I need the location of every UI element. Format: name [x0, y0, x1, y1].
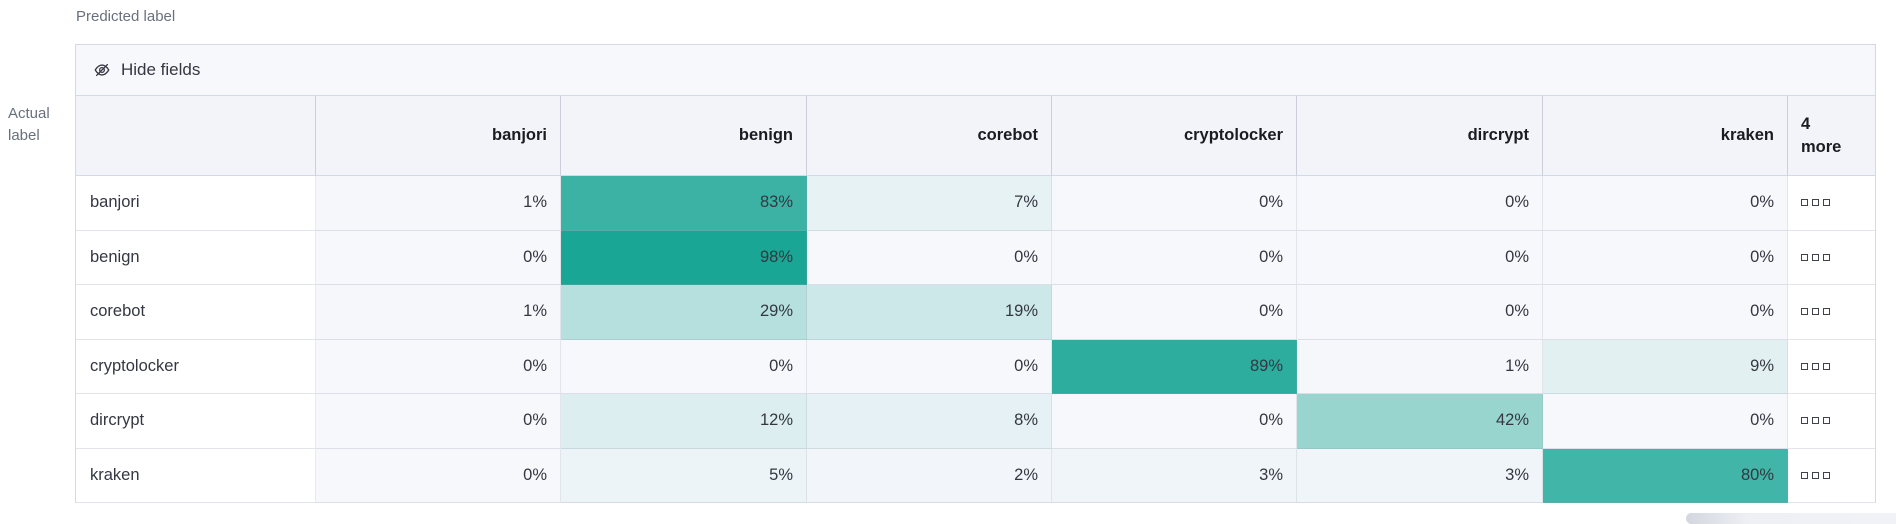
matrix-cell-benign-dircrypt[interactable]: 0% [1297, 230, 1543, 285]
row-actions-cryptolocker[interactable] [1788, 339, 1875, 394]
matrix-cell-banjori-kraken[interactable]: 0% [1543, 176, 1788, 231]
matrix-cell-cryptolocker-corebot[interactable]: 0% [807, 339, 1052, 394]
boxes-horizontal-icon [1812, 471, 1819, 479]
matrix-cell-corebot-cryptolocker[interactable]: 0% [1052, 285, 1297, 340]
row-label-corebot[interactable]: corebot [76, 285, 316, 340]
boxes-horizontal-icon [1801, 199, 1808, 207]
matrix-cell-kraken-kraken[interactable]: 80% [1543, 448, 1788, 503]
confusion-matrix-grid: banjori benign corebot cryptolocker dircrypt… [76, 96, 1875, 503]
matrix-cell-banjori-cryptolocker[interactable]: 0% [1052, 176, 1297, 231]
matrix-cell-kraken-benign[interactable]: 5% [561, 448, 807, 503]
row-actions-corebot[interactable] [1788, 285, 1875, 340]
row-label-kraken[interactable]: kraken [76, 448, 316, 503]
matrix-cell-cryptolocker-dircrypt[interactable]: 1% [1297, 339, 1543, 394]
matrix-cell-dircrypt-banjori[interactable]: 0% [316, 394, 561, 449]
hide-fields-label: Hide fields [121, 60, 201, 79]
matrix-cell-kraken-dircrypt[interactable]: 3% [1297, 448, 1543, 503]
matrix-cell-corebot-dircrypt[interactable]: 0% [1297, 285, 1543, 340]
matrix-cell-cryptolocker-kraken[interactable]: 9% [1543, 339, 1788, 394]
data-grid-toolbar: Hide fields [76, 45, 1875, 96]
boxes-horizontal-icon [1823, 417, 1830, 425]
boxes-horizontal-icon [1812, 417, 1819, 425]
boxes-horizontal-icon [1801, 417, 1808, 425]
boxes-horizontal-icon [1823, 362, 1830, 370]
column-header-corebot[interactable]: corebot [807, 96, 1052, 176]
column-header-banjori[interactable]: banjori [316, 96, 561, 176]
row-actions-banjori[interactable] [1788, 176, 1875, 231]
matrix-cell-dircrypt-benign[interactable]: 12% [561, 394, 807, 449]
row-label-dircrypt[interactable]: dircrypt [76, 394, 316, 449]
boxes-horizontal-icon [1812, 362, 1819, 370]
matrix-cell-cryptolocker-benign[interactable]: 0% [561, 339, 807, 394]
row-label-cryptolocker[interactable]: cryptolocker [76, 339, 316, 394]
matrix-cell-dircrypt-corebot[interactable]: 8% [807, 394, 1052, 449]
row-actions-dircrypt[interactable] [1788, 394, 1875, 449]
predicted-label: Predicted label [76, 8, 176, 25]
matrix-cell-corebot-kraken[interactable]: 0% [1543, 285, 1788, 340]
boxes-horizontal-icon [1823, 471, 1830, 479]
matrix-cell-dircrypt-dircrypt[interactable]: 42% [1297, 394, 1543, 449]
column-header-kraken[interactable]: kraken [1543, 96, 1788, 176]
eye-closed-icon [93, 61, 111, 79]
column-header-cryptolocker[interactable]: cryptolocker [1052, 96, 1297, 176]
matrix-cell-corebot-banjori[interactable]: 1% [316, 285, 561, 340]
matrix-cell-cryptolocker-cryptolocker[interactable]: 89% [1052, 339, 1297, 394]
matrix-cell-dircrypt-kraken[interactable]: 0% [1543, 394, 1788, 449]
matrix-cell-banjori-banjori[interactable]: 1% [316, 176, 561, 231]
actual-label: Actual label [8, 105, 50, 144]
matrix-cell-benign-banjori[interactable]: 0% [316, 230, 561, 285]
matrix-cell-banjori-benign[interactable]: 83% [561, 176, 807, 231]
row-actions-kraken[interactable] [1788, 448, 1875, 503]
row-actions-benign[interactable] [1788, 230, 1875, 285]
boxes-horizontal-icon [1823, 199, 1830, 207]
boxes-horizontal-icon [1801, 471, 1808, 479]
matrix-cell-kraken-corebot[interactable]: 2% [807, 448, 1052, 503]
matrix-cell-benign-cryptolocker[interactable]: 0% [1052, 230, 1297, 285]
hide-fields-button[interactable]: Hide fields [93, 60, 200, 80]
boxes-horizontal-icon [1812, 308, 1819, 316]
row-label-banjori[interactable]: banjori [76, 176, 316, 231]
column-header-benign[interactable]: benign [561, 96, 807, 176]
boxes-horizontal-icon [1823, 308, 1830, 316]
confusion-matrix-panel: Hide fields banjori benign corebot cryptolo… [75, 44, 1876, 503]
matrix-cell-banjori-dircrypt[interactable]: 0% [1297, 176, 1543, 231]
boxes-horizontal-icon [1801, 253, 1808, 261]
matrix-cell-dircrypt-cryptolocker[interactable]: 0% [1052, 394, 1297, 449]
boxes-horizontal-icon [1801, 362, 1808, 370]
matrix-cell-benign-corebot[interactable]: 0% [807, 230, 1052, 285]
boxes-horizontal-icon [1823, 253, 1830, 261]
matrix-cell-corebot-corebot[interactable]: 19% [807, 285, 1052, 340]
boxes-horizontal-icon [1812, 199, 1819, 207]
matrix-cell-cryptolocker-banjori[interactable]: 0% [316, 339, 561, 394]
matrix-cell-corebot-benign[interactable]: 29% [561, 285, 807, 340]
matrix-cell-kraken-cryptolocker[interactable]: 3% [1052, 448, 1297, 503]
matrix-cell-kraken-banjori[interactable]: 0% [316, 448, 561, 503]
matrix-cell-benign-benign[interactable]: 98% [561, 230, 807, 285]
matrix-cell-benign-kraken[interactable]: 0% [1543, 230, 1788, 285]
matrix-corner-cell [76, 96, 316, 176]
column-header-dircrypt[interactable]: dircrypt [1297, 96, 1543, 176]
column-header-more[interactable]: 4 more [1788, 96, 1875, 176]
boxes-horizontal-icon [1801, 308, 1808, 316]
row-label-benign[interactable]: benign [76, 230, 316, 285]
boxes-horizontal-icon [1812, 253, 1819, 261]
horizontal-scrollbar[interactable] [1686, 513, 1896, 524]
matrix-cell-banjori-corebot[interactable]: 7% [807, 176, 1052, 231]
more-columns-label: 4 more [1801, 114, 1842, 156]
